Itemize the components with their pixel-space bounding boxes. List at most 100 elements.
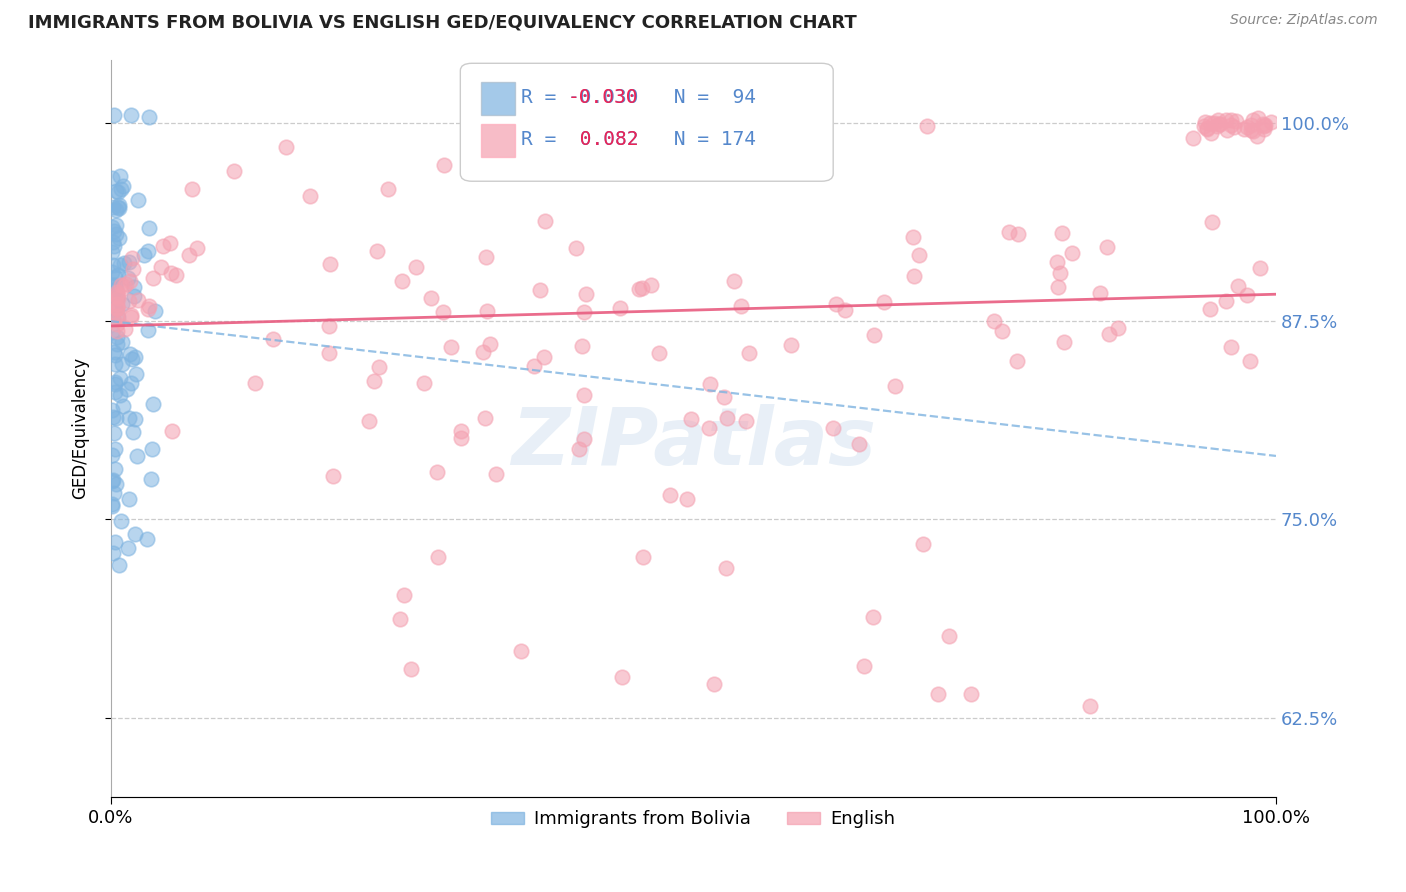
Point <box>679 412 702 426</box>
Point <box>105 285 128 299</box>
Point <box>823 421 845 435</box>
Point <box>105 297 128 311</box>
Point <box>1204 116 1226 130</box>
Point <box>105 477 128 491</box>
Point <box>474 250 496 264</box>
Point <box>112 399 135 413</box>
Point <box>1216 122 1239 136</box>
Point <box>991 324 1014 338</box>
Point <box>108 169 131 184</box>
Point <box>834 302 856 317</box>
Point <box>136 302 159 317</box>
Point <box>534 213 557 227</box>
Point <box>127 293 149 307</box>
Point <box>104 377 127 392</box>
Point <box>117 382 139 396</box>
Point <box>138 299 160 313</box>
Point <box>1241 112 1264 127</box>
Point <box>142 271 165 285</box>
Point <box>101 403 124 417</box>
Point <box>1062 246 1084 260</box>
Point <box>472 345 495 359</box>
Point <box>120 308 142 322</box>
Point <box>1208 117 1230 131</box>
Point <box>523 359 546 374</box>
Point <box>110 182 132 196</box>
Point <box>1199 116 1222 130</box>
Point <box>107 310 129 324</box>
Point <box>983 314 1005 328</box>
Point <box>111 357 134 371</box>
Point <box>572 387 595 401</box>
Point <box>108 387 131 401</box>
Text: R =  0.082   N = 174: R = 0.082 N = 174 <box>520 129 756 149</box>
Point <box>1233 121 1256 136</box>
Point <box>124 412 146 426</box>
Point <box>713 391 735 405</box>
Point <box>1206 113 1229 128</box>
Point <box>104 301 127 315</box>
Point <box>450 424 472 438</box>
Text: IMMIGRANTS FROM BOLIVIA VS ENGLISH GED/EQUIVALENCY CORRELATION CHART: IMMIGRANTS FROM BOLIVIA VS ENGLISH GED/E… <box>28 13 856 31</box>
Point <box>628 282 651 296</box>
Point <box>1219 112 1241 127</box>
Point <box>723 274 745 288</box>
Text: R = -0.030   N =  94: R = -0.030 N = 94 <box>520 87 756 107</box>
Point <box>110 371 132 385</box>
Point <box>124 350 146 364</box>
Point <box>322 468 344 483</box>
Point <box>101 473 124 487</box>
Point <box>1201 214 1223 228</box>
Point <box>103 425 125 440</box>
Point <box>564 241 586 255</box>
Point <box>104 442 127 457</box>
Point <box>959 687 981 701</box>
Point <box>1236 120 1258 135</box>
Point <box>399 662 422 676</box>
Point <box>1199 301 1222 316</box>
Point <box>114 321 136 335</box>
Point <box>477 303 499 318</box>
Point <box>118 492 141 507</box>
Point <box>1107 321 1129 335</box>
Point <box>124 527 146 541</box>
Point <box>1220 340 1243 354</box>
Point <box>1253 119 1275 133</box>
Point <box>262 332 284 346</box>
Point <box>426 466 449 480</box>
Point <box>478 337 501 351</box>
Point <box>908 248 931 262</box>
Point <box>609 301 631 315</box>
Point <box>391 274 413 288</box>
Point <box>120 108 142 122</box>
Point <box>103 224 125 238</box>
Point <box>377 182 399 196</box>
Point <box>998 226 1021 240</box>
Point <box>136 323 159 337</box>
FancyBboxPatch shape <box>460 63 834 181</box>
Point <box>863 328 886 343</box>
Point <box>122 262 145 277</box>
Point <box>103 384 125 399</box>
Point <box>1251 117 1274 131</box>
Point <box>243 376 266 390</box>
Point <box>103 258 125 272</box>
Point <box>938 629 960 643</box>
Point <box>533 350 555 364</box>
Point <box>101 448 124 462</box>
Point <box>915 120 938 134</box>
Point <box>125 367 148 381</box>
Point <box>734 414 756 428</box>
Point <box>160 425 183 439</box>
Point <box>105 330 128 344</box>
Point <box>159 235 181 250</box>
Point <box>610 670 633 684</box>
Point <box>1246 128 1268 143</box>
Point <box>134 247 156 261</box>
Point <box>104 278 127 293</box>
Point <box>1053 335 1076 350</box>
Point <box>138 111 160 125</box>
Point <box>104 534 127 549</box>
Point <box>105 309 128 323</box>
Point <box>104 348 127 362</box>
